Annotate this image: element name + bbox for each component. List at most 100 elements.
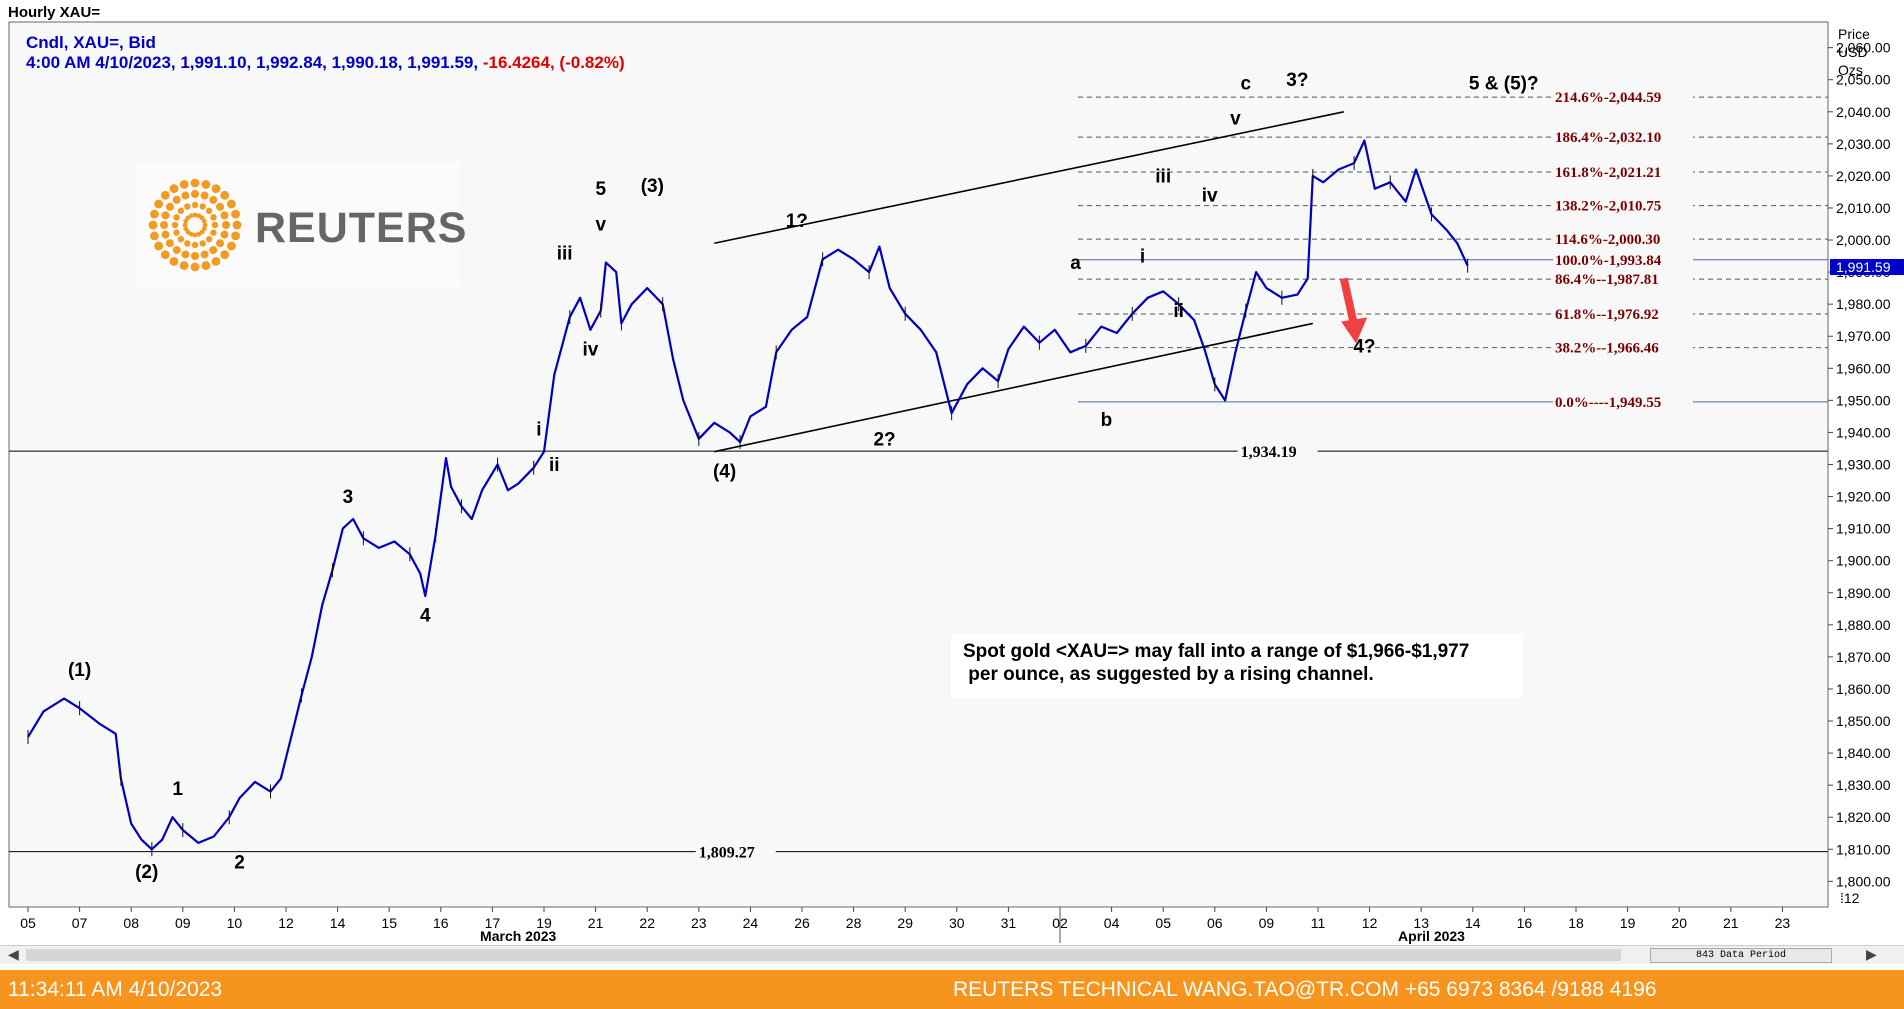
wave-label: ii — [1173, 301, 1184, 322]
reuters-dot-sphere-icon — [148, 178, 242, 272]
logo-dot — [177, 235, 185, 243]
scroll-right-arrow-icon[interactable]: ▶ — [1866, 946, 1877, 962]
support-label-background — [1237, 442, 1318, 461]
logo-dot — [190, 262, 200, 272]
window-title: Hourly XAU= — [8, 4, 101, 21]
logo-dot — [216, 239, 225, 248]
wave-label: iv — [1202, 186, 1218, 207]
wave-label: b — [1101, 410, 1113, 431]
forecast-arrow-head-icon — [1341, 317, 1368, 344]
fib-level-label: 0.0%----1,949.55 — [1555, 395, 1661, 411]
scroll-thumb[interactable] — [26, 949, 1621, 961]
wave-label: 5 & (5)? — [1469, 73, 1539, 94]
channel-line — [714, 322, 1314, 453]
wave-label: 1? — [786, 211, 808, 232]
x-tick-label: 14 — [1465, 915, 1481, 931]
y-tick-label: 2,050.00 — [1836, 72, 1891, 88]
wave-label: 2? — [873, 429, 895, 450]
wave-label: 3? — [1286, 70, 1308, 91]
scroll-left-arrow-icon[interactable]: ◀ — [8, 946, 19, 962]
logo-dot — [184, 203, 191, 210]
fib-level-label: 86.4%--1,987.81 — [1555, 272, 1659, 288]
wave-label: 5 — [595, 179, 606, 200]
y-tick-label: 2,030.00 — [1836, 136, 1891, 152]
wave-label: 4? — [1353, 336, 1375, 357]
y-tick-label: 1,930.00 — [1836, 457, 1891, 473]
status-time: 11:34:11 AM 4/10/2023 — [8, 978, 223, 1001]
x-tick-label: 12 — [1362, 915, 1378, 931]
status-bar: 11:34:11 AM 4/10/2023 REUTERS TECHNICAL … — [0, 970, 1904, 1009]
logo-dot — [184, 240, 191, 247]
y-axis-title: Price — [1838, 26, 1870, 42]
logo-dot — [191, 190, 199, 198]
logo-dot — [199, 203, 206, 210]
y-tick-label: 1,870.00 — [1836, 649, 1891, 665]
wave-label: v — [595, 214, 606, 235]
y-axis-title: Ozs — [1838, 62, 1863, 78]
logo-dot — [232, 220, 242, 230]
logo-dot — [231, 209, 240, 219]
data-period-box[interactable]: 843 Data Period — [1650, 948, 1832, 963]
y-tick-label: 2,060.00 — [1836, 40, 1891, 56]
status-contact: REUTERS TECHNICAL WANG.TAO@TR.COM +65 69… — [953, 978, 1657, 1001]
fib-label-background — [1553, 305, 1693, 323]
logo-dot — [191, 241, 199, 249]
price-chart[interactable]: 214.6%-2,044.59 186.4%-2,032.10 161.8%-2,0… — [0, 0, 1904, 945]
logo-dot — [216, 202, 225, 211]
logo-dot — [222, 221, 230, 229]
logo-dot — [173, 229, 180, 236]
x-tick-label: 05 — [1155, 915, 1171, 931]
y-tick-label: 1,970.00 — [1836, 328, 1891, 344]
last-price-marker — [1830, 259, 1904, 276]
x-tick-label: 22 — [639, 915, 655, 931]
logo-dot — [172, 246, 181, 255]
y-tick-label: 1,820.00 — [1836, 809, 1891, 825]
logo-dot — [211, 221, 219, 229]
y-axis-title: USD — [1838, 44, 1868, 60]
logo-dot — [190, 178, 200, 188]
x-tick-label: 28 — [846, 915, 862, 931]
annotation-note: Spot gold <XAU=> may fall into a range o… — [951, 634, 1523, 698]
fib-label-background — [1553, 230, 1693, 248]
wave-label: iv — [583, 339, 599, 360]
logo-dot — [154, 241, 164, 251]
logo-dot — [210, 229, 217, 236]
x-tick-label: 05 — [20, 915, 36, 931]
x-tick-label: 17 — [485, 915, 501, 931]
logo-dot — [179, 180, 189, 189]
logo-dot — [179, 261, 189, 270]
y-tick-label: 2,020.00 — [1836, 168, 1891, 184]
logo-dot — [220, 211, 229, 220]
logo-dot — [211, 184, 221, 194]
x-tick-label: 04 — [1104, 915, 1120, 931]
horizontal-scrollbar[interactable]: ◀ 843 Data Period ▶ — [0, 945, 1904, 964]
logo-dot — [201, 180, 211, 189]
fib-label-background — [1553, 250, 1693, 268]
x-tick-label: 20 — [1671, 915, 1687, 931]
y-tick-label: 1,960.00 — [1836, 360, 1891, 376]
x-tick-label: 16 — [433, 915, 449, 931]
support-level-label: 1,934.19 — [1241, 444, 1297, 461]
logo-dot — [209, 195, 218, 204]
logo-dot — [209, 246, 218, 255]
x-tick-label: 15 — [381, 915, 397, 931]
logo-dot — [201, 218, 207, 224]
y-tick-label: 1,890.00 — [1836, 585, 1891, 601]
wave-label: (1) — [68, 660, 91, 681]
x-month-label: April 2023 — [1398, 928, 1465, 944]
y-tick-label: 1,910.00 — [1836, 521, 1891, 537]
y-tick-label: 1,830.00 — [1836, 777, 1891, 793]
logo-dot — [183, 226, 189, 232]
channel-line — [714, 110, 1344, 245]
x-tick-label: 23 — [691, 915, 707, 931]
y-tick-label: 1,880.00 — [1836, 617, 1891, 633]
fib-level-label: 38.2%--1,966.46 — [1555, 341, 1659, 357]
fib-label-background — [1553, 88, 1693, 106]
logo-dot — [191, 201, 199, 209]
logo-dot — [220, 230, 229, 239]
logo-dot — [211, 256, 221, 266]
logo-dot — [154, 199, 164, 209]
logo-dot — [200, 191, 209, 200]
logo-dot — [191, 252, 199, 260]
